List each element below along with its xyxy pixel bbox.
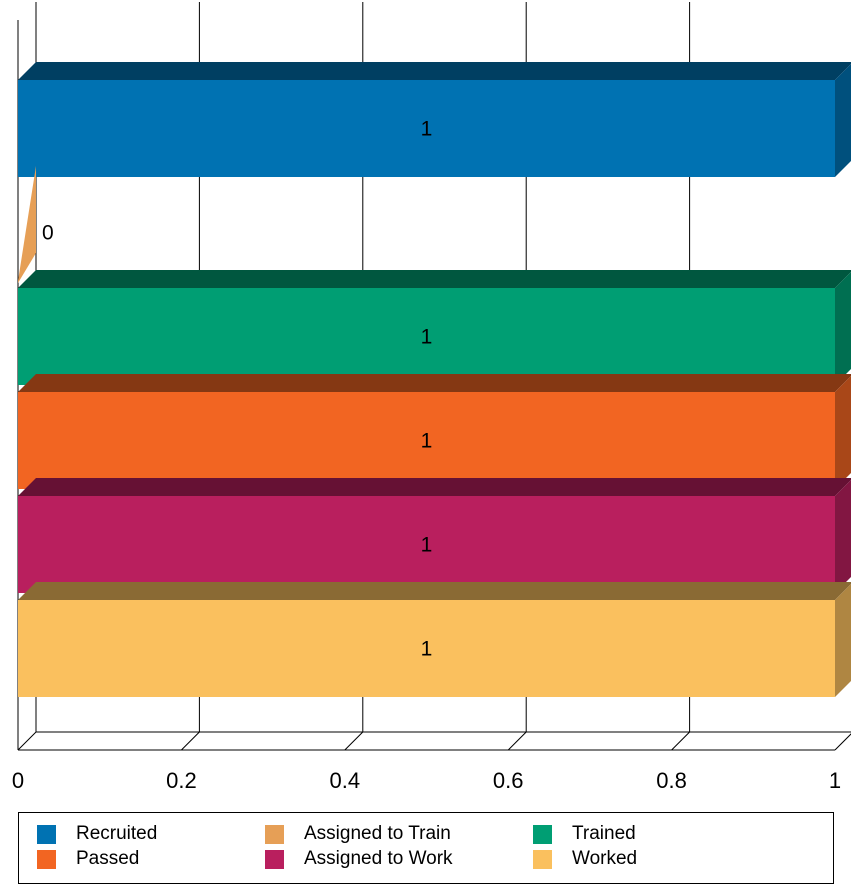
bar-trained: 1 [18,270,851,385]
legend-item: Trained [533,823,636,845]
legend-label: Assigned to Train [304,823,451,844]
bar-worked: 1 [18,582,851,697]
legend-label: Assigned to Work [304,848,453,869]
floor-gridline [344,731,364,751]
legend-swatch [265,824,284,844]
floor-gridline [181,731,200,751]
legend-item: Assigned to Work [265,848,453,870]
x-tick-label: 0 [12,768,24,793]
legend-swatch [533,849,552,869]
bar-chart: 1 0 1 1 1 1 0 0.2 0.4 0.6 0.8 1 [12,2,851,793]
x-tick-label: 0.2 [166,768,197,793]
legend-swatch [37,849,56,869]
bar-front [18,392,835,489]
legend-swatch [533,824,552,844]
data-label: 1 [421,638,433,661]
floor-gridline [671,731,690,751]
floor-gridline [17,731,37,751]
bar-assigned-to-train: 0 [18,166,54,283]
bar-side-face [835,64,851,177]
data-label: 1 [421,118,433,141]
floor-gridline [834,733,851,751]
bar-side-face [835,376,851,489]
x-tick-label: 0.6 [493,768,524,793]
bar-assigned-to-work: 1 [18,478,851,593]
legend-label: Trained [572,823,636,844]
bar-side-face [835,584,851,697]
chart-legend: Recruited Assigned to Train Trained Passed A… [18,812,834,884]
bar-side-face [835,480,851,593]
bar-front [18,80,835,177]
bar-zero-sliver [18,166,36,283]
data-label: 1 [421,326,433,349]
data-label: 1 [421,534,433,557]
bar-front [18,600,835,697]
legend-item: Worked [533,848,637,870]
legend-label: Worked [572,848,638,869]
bar-top-face [18,478,851,496]
floor-gridline [507,731,527,751]
data-label: 0 [42,222,54,245]
bar-top-face [18,582,851,600]
legend-item: Recruited [37,823,157,845]
legend-swatch [37,824,56,844]
legend-item: Passed [37,848,139,870]
chart-bars: 1 0 1 1 1 1 [18,62,851,697]
legend-swatch [265,849,284,869]
x-tick-label: 0.8 [656,768,687,793]
bar-passed: 1 [18,374,851,489]
bar-top-face [18,62,851,80]
legend-item: Assigned to Train [265,823,451,845]
bar-front [18,288,835,385]
legend-label: Recruited [76,823,158,844]
x-axis-ticks: 0 0.2 0.4 0.6 0.8 1 [12,768,841,793]
bar-front [18,496,835,593]
x-tick-label: 1 [829,768,841,793]
bar-top-face [18,374,851,392]
bar-recruited: 1 [18,62,851,177]
data-label: 1 [421,430,433,453]
legend-label: Passed [76,848,140,869]
x-tick-label: 0.4 [330,768,361,793]
bar-top-face [18,270,851,288]
bar-side-face [835,272,851,385]
